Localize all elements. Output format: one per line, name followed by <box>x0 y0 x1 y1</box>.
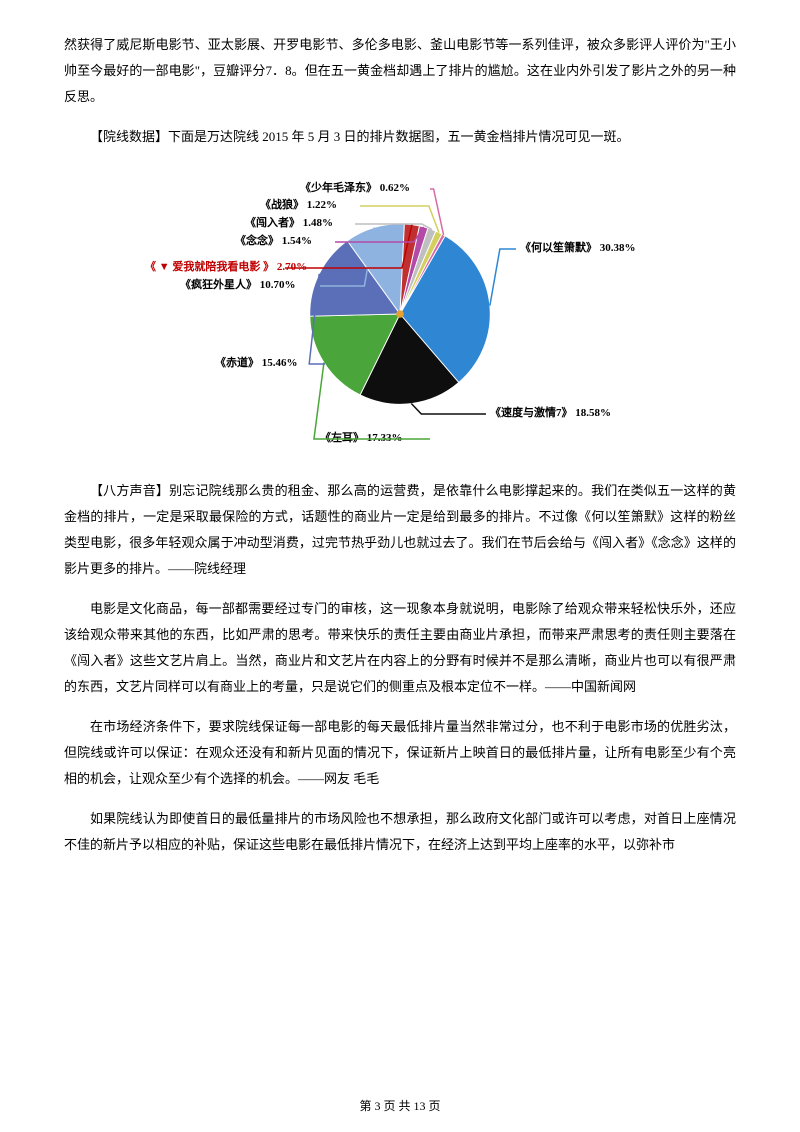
paragraph-2: 【院线数据】下面是万达院线 2015 年 5 月 3 日的排片数据图，五一黄金档… <box>64 124 736 150</box>
page-footer: 第 3 页 共 13 页 <box>0 1097 800 1114</box>
pie-label: 《速度与激情7》 18.58% <box>490 407 611 420</box>
paragraph-3: 【八方声音】别忘记院线那么贵的租金、那么高的运营费，是依靠什么电影撑起来的。我们… <box>64 478 736 582</box>
pie-label: 《赤道》 15.46% <box>215 357 298 370</box>
pie-chart: 《何以笙箫默》 30.38% 《速度与激情7》 18.58% 《左耳》 17.33%… <box>150 164 650 454</box>
pie-label: 《战狼》 1.22% <box>260 199 337 212</box>
pie-label: 《何以笙箫默》 30.38% <box>520 242 636 255</box>
pie-graphic <box>305 219 495 409</box>
paragraph-6: 如果院线认为即使首日的最低量排片的市场风险也不想承担，那么政府文化部门或许可以考… <box>64 806 736 858</box>
pie-label: 《少年毛泽东》 0.62% <box>300 182 410 195</box>
pie-label: 《念念》 1.54% <box>235 235 312 248</box>
pie-label: 《 ▼ 爱我就陪我看电影 》 2.70% <box>145 261 307 274</box>
pie-label: 《闯入者》 1.48% <box>245 217 333 230</box>
pie-chart-container: 《何以笙箫默》 30.38% 《速度与激情7》 18.58% 《左耳》 17.33%… <box>64 164 736 454</box>
paragraph-4: 电影是文化商品，每一部都需要经过专门的审核，这一现象本身就说明，电影除了给观众带… <box>64 596 736 700</box>
paragraph-5: 在市场经济条件下，要求院线保证每一部电影的每天最低排片量当然非常过分，也不利于电… <box>64 714 736 792</box>
pie-label: 《左耳》 17.33% <box>320 432 403 445</box>
pie-label: 《疯狂外星人》 10.70% <box>180 279 296 292</box>
paragraph-1: 然获得了威尼斯电影节、亚太影展、开罗电影节、多伦多电影、釜山电影节等一系列佳评，… <box>64 32 736 110</box>
